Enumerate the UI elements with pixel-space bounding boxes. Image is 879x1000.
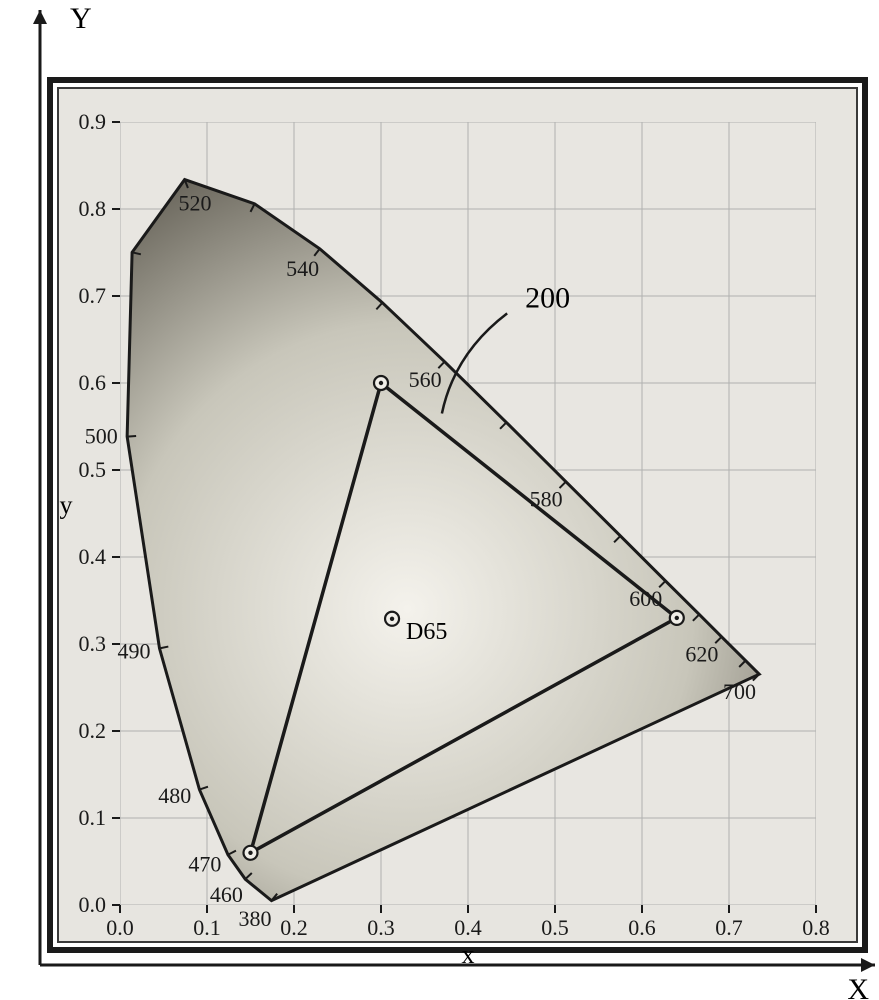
svg-text:0.7: 0.7	[79, 283, 107, 308]
wavelength-label-580: 580	[530, 487, 563, 512]
wavelength-label-470: 470	[188, 852, 221, 877]
inner-y-axis-label: y	[60, 491, 73, 520]
svg-text:0.5: 0.5	[541, 915, 569, 940]
svg-text:0.9: 0.9	[79, 109, 107, 134]
wavelength-label-380: 380	[238, 906, 271, 931]
svg-text:0.3: 0.3	[79, 631, 107, 656]
svg-text:0.7: 0.7	[715, 915, 743, 940]
plot-area	[120, 122, 816, 905]
wavelength-label-500: 500	[85, 423, 118, 448]
wavelength-label-560: 560	[409, 367, 442, 392]
svg-text:0.0: 0.0	[79, 892, 107, 917]
svg-text:0.4: 0.4	[454, 915, 482, 940]
wavelength-label-620: 620	[685, 642, 718, 667]
svg-text:0.1: 0.1	[79, 805, 107, 830]
wavelength-label-700: 700	[723, 679, 756, 704]
svg-text:0.8: 0.8	[79, 196, 107, 221]
wavelength-label-460: 460	[210, 882, 243, 907]
chromaticity-diagram: 0.0 0.1 0.2 0.3 0.4 0.5 0.6 0.7 0.8 0.0 0.1 0.2 0.3 0…	[0, 0, 879, 1000]
svg-text:0.6: 0.6	[79, 370, 107, 395]
svg-text:0.3: 0.3	[367, 915, 395, 940]
whitepoint-label: D65	[406, 619, 447, 645]
annotation-200: 200	[525, 281, 570, 314]
svg-text:0.0: 0.0	[106, 915, 134, 940]
wavelength-label-480: 480	[158, 783, 191, 808]
svg-text:0.8: 0.8	[802, 915, 830, 940]
svg-text:0.2: 0.2	[79, 718, 107, 743]
outer-y-axis-label: Y	[70, 2, 92, 35]
svg-text:0.6: 0.6	[628, 915, 656, 940]
svg-text:0.4: 0.4	[79, 544, 107, 569]
wavelength-label-520: 520	[178, 191, 211, 216]
svg-text:0.2: 0.2	[280, 915, 308, 940]
wavelength-label-600: 600	[629, 586, 662, 611]
svg-text:0.5: 0.5	[79, 457, 107, 482]
inner-x-axis-label: x	[462, 940, 475, 969]
wavelength-label-490: 490	[118, 639, 151, 664]
wavelength-label-540: 540	[286, 256, 319, 281]
outer-x-axis-label: X	[847, 973, 869, 1000]
svg-text:0.1: 0.1	[193, 915, 221, 940]
